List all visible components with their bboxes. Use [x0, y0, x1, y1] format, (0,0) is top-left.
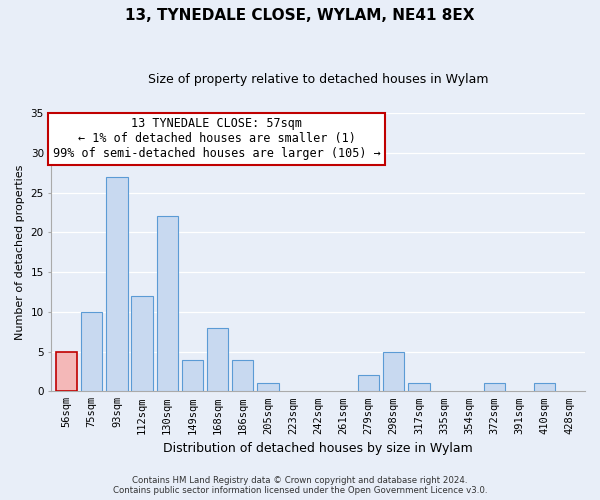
Bar [408, 384, 430, 392]
Bar [534, 384, 556, 392]
Bar [383, 352, 404, 392]
Bar [157, 216, 178, 392]
Bar [182, 360, 203, 392]
Bar [257, 384, 278, 392]
Text: 13 TYNEDALE CLOSE: 57sqm
← 1% of detached houses are smaller (1)
99% of semi-det: 13 TYNEDALE CLOSE: 57sqm ← 1% of detache… [53, 117, 381, 160]
Bar [106, 176, 128, 392]
Bar [232, 360, 253, 392]
Bar [484, 384, 505, 392]
Text: Contains HM Land Registry data © Crown copyright and database right 2024.
Contai: Contains HM Land Registry data © Crown c… [113, 476, 487, 495]
Title: Size of property relative to detached houses in Wylam: Size of property relative to detached ho… [148, 72, 488, 86]
Bar [131, 296, 153, 392]
Bar [56, 352, 77, 392]
Bar [81, 312, 103, 392]
Bar [207, 328, 228, 392]
Text: 13, TYNEDALE CLOSE, WYLAM, NE41 8EX: 13, TYNEDALE CLOSE, WYLAM, NE41 8EX [125, 8, 475, 22]
Bar [358, 376, 379, 392]
Y-axis label: Number of detached properties: Number of detached properties [15, 164, 25, 340]
X-axis label: Distribution of detached houses by size in Wylam: Distribution of detached houses by size … [163, 442, 473, 455]
